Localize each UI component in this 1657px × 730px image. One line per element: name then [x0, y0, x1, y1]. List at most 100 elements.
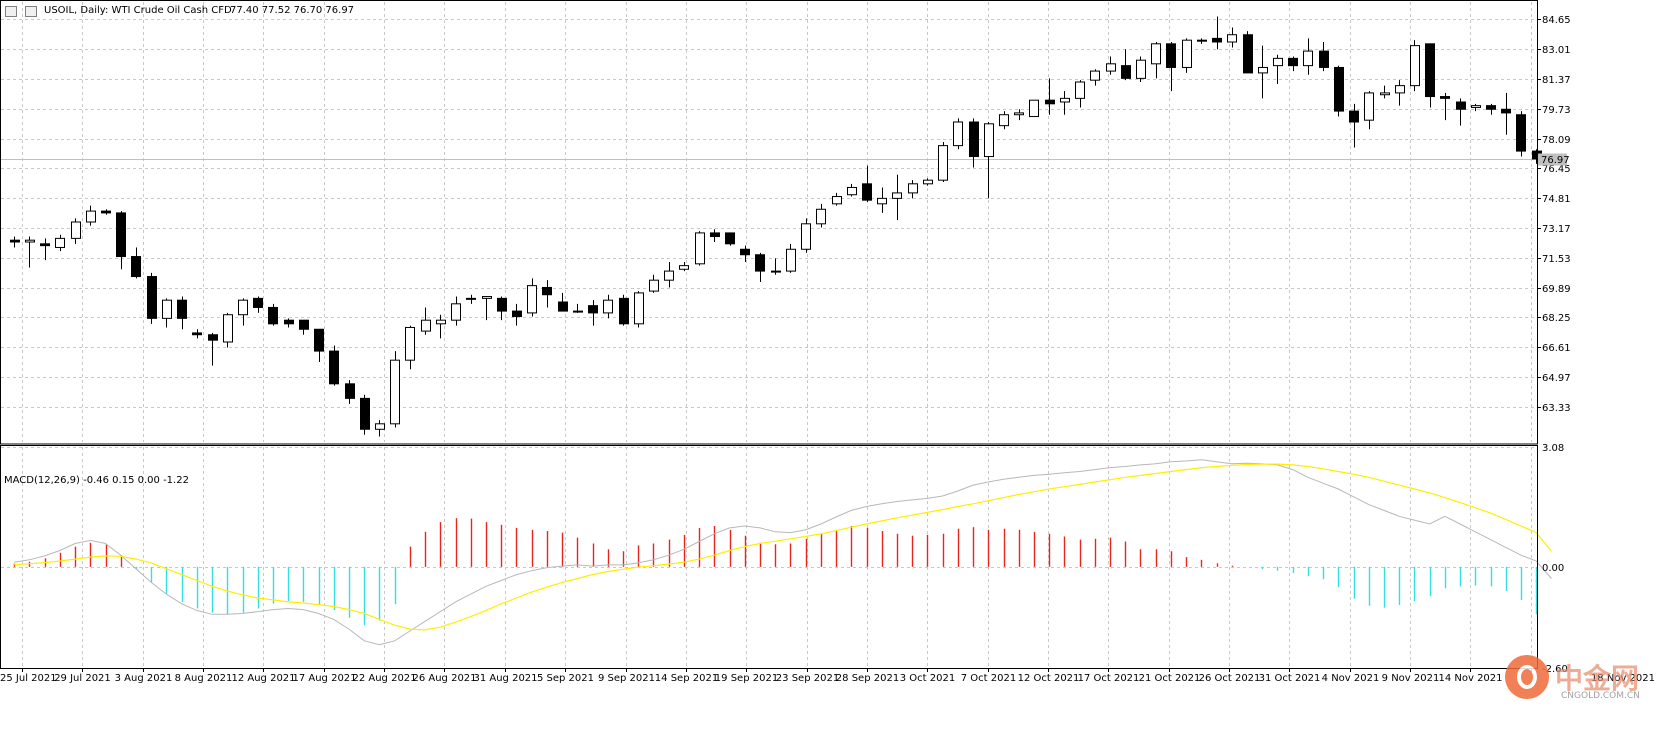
- price-axis: 84.65 83.01 81.37 79.73 78.09 76.45 74.81 73.17…: [1537, 15, 1571, 414]
- time-tick-label: 3 Oct 2021: [900, 673, 955, 684]
- bear-candle: [147, 276, 157, 319]
- time-tick-label: 28 Sep 2021: [836, 673, 899, 684]
- time-tick-label: 18 Nov 2021: [1591, 673, 1655, 684]
- bear-candle: [558, 301, 568, 312]
- price-tick-label: 73.17: [1542, 224, 1571, 235]
- bull-candle: [375, 423, 385, 430]
- bull-candle: [908, 183, 918, 194]
- price-tick-label: 84.65: [1542, 15, 1571, 26]
- macd-label: MACD(12,26,9) -0.46 0.15 0.00 -1.22: [4, 475, 189, 486]
- bull-candle: [1227, 34, 1237, 43]
- bear-candle: [101, 210, 111, 214]
- bull-candle: [1029, 99, 1039, 118]
- bull-candle: [923, 179, 933, 185]
- macd-tick-label: 0.00: [1542, 563, 1564, 574]
- brand-name: 中金网: [1555, 662, 1640, 695]
- bull-candle: [1014, 112, 1024, 116]
- time-tick-label: 9 Sep 2021: [598, 673, 655, 684]
- bull-candle: [1090, 70, 1100, 81]
- price-grid: [1, 19, 1537, 408]
- time-tick-label: 7 Oct 2021: [961, 673, 1016, 684]
- time-tick-label: 14 Nov 2021: [1438, 673, 1502, 684]
- bull-candle: [649, 279, 659, 292]
- time-tick-label: 5 Sep 2021: [537, 673, 594, 684]
- time-tick-label: 22 Aug 2021: [352, 673, 416, 684]
- bear-candle: [1334, 66, 1344, 112]
- bear-candle: [1456, 101, 1466, 110]
- chart-settings-icon[interactable]: [5, 6, 17, 17]
- bear-candle: [116, 212, 126, 258]
- bear-candle: [725, 232, 735, 245]
- signal-line: [14, 463, 1552, 631]
- bull-candle: [238, 299, 248, 316]
- bull-candle: [938, 145, 948, 181]
- bear-candle: [1212, 37, 1222, 43]
- macd-line: [14, 459, 1552, 646]
- bear-candle: [1440, 96, 1450, 99]
- time-tick-label: 29 Jul 2021: [54, 673, 111, 684]
- time-tick-label: 25 Jul 2021: [0, 673, 57, 684]
- bear-candle: [588, 305, 598, 314]
- bull-candle: [1182, 39, 1192, 68]
- bull-candle: [999, 114, 1009, 127]
- price-tick-label: 79.73: [1542, 105, 1571, 116]
- bull-candle: [953, 121, 963, 147]
- bear-candle: [284, 319, 294, 325]
- chart-window-icon[interactable]: [25, 6, 37, 17]
- ohlc-readout: 77.40 77.52 76.70 76.97: [230, 5, 355, 16]
- bull-candle: [527, 285, 537, 314]
- bull-candle: [786, 248, 796, 272]
- macd-panel-border: [0, 445, 1538, 669]
- time-tick-label: 26 Oct 2021: [1199, 673, 1261, 684]
- bull-candle: [984, 123, 994, 158]
- macd-tick-label: 3.08: [1542, 443, 1564, 454]
- bull-candle: [1303, 50, 1313, 67]
- bull-candle: [1060, 97, 1070, 103]
- bull-candle: [1273, 57, 1283, 67]
- bear-candle: [755, 254, 765, 272]
- price-tick-label: 83.01: [1542, 45, 1571, 56]
- bear-candle: [1121, 65, 1131, 79]
- bear-candle: [497, 297, 507, 312]
- bull-candle: [390, 359, 400, 425]
- brand-logo-icon: [1505, 655, 1549, 699]
- time-tick-label: 8 Aug 2021: [175, 673, 233, 684]
- chart-title: USOIL, Daily: WTI Crude Oil Cash CFD: [44, 5, 232, 16]
- bear-candle: [268, 306, 278, 325]
- bull-candle: [1136, 59, 1146, 79]
- current-price-label: 76.97: [1541, 155, 1570, 166]
- bear-candle: [10, 239, 20, 243]
- bull-candle: [1106, 63, 1116, 72]
- bear-candle: [299, 319, 309, 330]
- bear-candle: [1501, 108, 1511, 114]
- bear-candle: [253, 297, 263, 308]
- bull-candle: [436, 319, 446, 325]
- bear-candle: [131, 256, 141, 278]
- bear-candle: [40, 243, 50, 247]
- time-tick-label: 23 Sep 2021: [776, 673, 839, 684]
- watermark: 中金网 CNGOLD.COM.CN: [1505, 655, 1645, 715]
- bull-candle: [1410, 45, 1420, 87]
- bear-candle: [1319, 50, 1329, 68]
- time-tick-label: 19 Sep 2021: [715, 673, 778, 684]
- bull-candle: [771, 270, 781, 273]
- time-tick-label: 31 Oct 2021: [1259, 673, 1321, 684]
- bear-candle: [619, 297, 629, 325]
- time-tick-label: 26 Aug 2021: [412, 673, 476, 684]
- bear-candle: [208, 334, 218, 341]
- bear-candle: [1045, 99, 1055, 105]
- current-price-label-bg: [1538, 153, 1567, 166]
- bear-candle: [314, 328, 324, 352]
- price-tick-label: 78.09: [1542, 135, 1571, 146]
- bull-candle: [162, 299, 172, 319]
- brand-domain: CNGOLD.COM.CN: [1561, 691, 1640, 701]
- bull-candle: [405, 326, 415, 361]
- bull-candle: [1364, 92, 1374, 121]
- price-tick-label: 68.25: [1542, 313, 1571, 324]
- bear-candle: [177, 299, 187, 319]
- time-tick-label: 3 Aug 2021: [115, 673, 173, 684]
- bull-candle: [1258, 66, 1268, 74]
